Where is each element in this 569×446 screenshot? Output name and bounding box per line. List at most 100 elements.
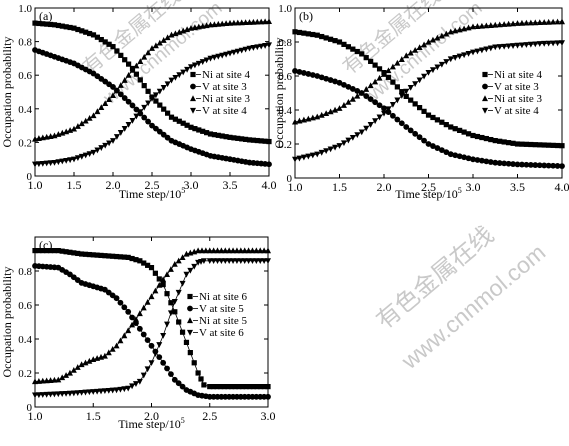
- triangle-up-marker: [190, 95, 196, 102]
- triangle-down-marker: [141, 104, 148, 111]
- square-marker: [67, 24, 73, 31]
- square-marker: [145, 262, 151, 268]
- triangle-up-marker: [336, 105, 343, 111]
- circle-marker: [452, 152, 459, 159]
- circle-marker: [187, 305, 193, 312]
- circle-marker: [425, 141, 432, 147]
- triangle-down-marker: [412, 81, 419, 88]
- x-tick-label: 1.0: [28, 409, 43, 423]
- triangle-up-marker: [55, 376, 62, 383]
- y-tick-label: 0.2: [278, 139, 292, 151]
- triangle-down-marker: [117, 386, 124, 393]
- triangle-up-marker: [233, 247, 240, 254]
- triangle-down-marker: [309, 152, 316, 159]
- legend: Ni at site 4V at site 3Ni at site 3V at …: [190, 69, 250, 117]
- triangle-down-marker: [129, 117, 136, 124]
- x-tick-label: 3.0: [261, 409, 276, 423]
- triangle-down-marker: [132, 381, 139, 387]
- triangle-up-marker: [214, 247, 221, 254]
- circle-marker: [164, 134, 171, 141]
- circle-marker: [318, 74, 325, 81]
- square-marker: [550, 142, 556, 148]
- triangle-up-marker: [226, 247, 233, 254]
- triangle-up-marker: [70, 366, 77, 373]
- square-marker: [211, 132, 217, 138]
- triangle-down-marker: [536, 41, 543, 47]
- y-tick-label: 0: [27, 171, 33, 183]
- triangle-down-marker: [152, 92, 159, 99]
- x-tick-label: 3.0: [184, 178, 199, 192]
- triangle-down-marker: [376, 114, 383, 121]
- square-marker: [195, 370, 201, 376]
- triangle-down-marker: [505, 43, 512, 50]
- triangle-up-marker: [74, 364, 81, 370]
- triangle-up-marker: [398, 56, 405, 62]
- circle-marker: [470, 156, 476, 163]
- square-marker: [243, 384, 249, 390]
- square-marker: [439, 119, 445, 125]
- circle-marker: [125, 98, 132, 105]
- triangle-down-marker: [113, 387, 120, 394]
- circle-marker: [527, 162, 534, 168]
- triangle-down-marker: [550, 40, 557, 47]
- square-marker: [546, 142, 552, 148]
- triangle-down-marker: [168, 77, 175, 84]
- triangle-up-marker: [210, 247, 217, 254]
- triangle-down-marker: [90, 389, 97, 395]
- triangle-up-marker: [117, 82, 124, 88]
- circle-marker: [168, 371, 174, 378]
- square-marker: [200, 128, 206, 134]
- triangle-up-marker: [102, 100, 109, 107]
- square-marker: [172, 116, 178, 122]
- circle-marker: [376, 102, 383, 109]
- legend-item: V at site 4: [482, 105, 539, 117]
- triangle-down-marker: [367, 122, 374, 128]
- circle-marker: [156, 128, 163, 135]
- triangle-up-marker: [160, 276, 167, 283]
- circle-marker: [113, 295, 120, 302]
- triangle-down-marker: [523, 42, 530, 48]
- y-tick-label: 0.6: [18, 70, 32, 82]
- square-marker: [122, 57, 128, 63]
- triangle-up-marker: [403, 52, 410, 59]
- triangle-up-marker: [98, 104, 105, 111]
- square-marker: [207, 384, 213, 390]
- circle-marker: [461, 154, 467, 161]
- square-marker: [430, 114, 436, 121]
- triangle-down-marker: [226, 258, 233, 264]
- triangle-down-marker: [156, 342, 163, 348]
- square-marker: [301, 30, 307, 36]
- square-marker: [141, 260, 147, 266]
- square-marker: [332, 38, 338, 44]
- y-tick-label: 0.6: [278, 71, 292, 83]
- triangle-up-marker: [206, 247, 213, 254]
- triangle-down-marker: [191, 263, 198, 270]
- y-tick-label: 0: [27, 402, 33, 414]
- square-marker: [192, 126, 198, 132]
- triangle-up-marker: [86, 115, 93, 121]
- triangle-up-marker: [242, 19, 249, 26]
- square-marker: [479, 134, 485, 141]
- square-marker: [232, 384, 238, 390]
- triangle-up-marker: [113, 87, 120, 93]
- triangle-down-marker: [86, 151, 93, 158]
- triangle-up-marker: [113, 342, 120, 349]
- triangle-down-marker: [125, 385, 132, 392]
- triangle-down-marker: [51, 159, 58, 166]
- circle-marker: [336, 79, 343, 86]
- circle-marker: [160, 131, 167, 138]
- series-ni-at-site-5: [32, 247, 271, 385]
- triangle-up-marker: [257, 247, 264, 254]
- triangle-up-marker: [241, 247, 248, 254]
- square-marker: [417, 105, 423, 111]
- circle-marker: [133, 106, 140, 113]
- triangle-down-marker: [416, 77, 423, 84]
- circle-marker: [349, 86, 356, 92]
- triangle-up-marker: [156, 281, 163, 288]
- triangle-down-marker: [398, 93, 405, 99]
- triangle-down-marker: [257, 258, 264, 264]
- triangle-down-marker: [314, 151, 321, 158]
- triangle-up-marker: [222, 247, 229, 254]
- circle-marker: [305, 71, 312, 77]
- triangle-up-marker: [385, 67, 392, 74]
